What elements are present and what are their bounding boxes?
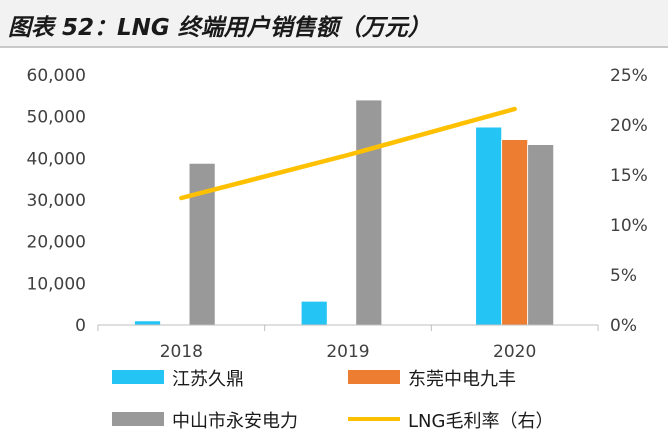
y-right-tick-label: 0% bbox=[610, 316, 637, 336]
x-tick-label: 2019 bbox=[326, 342, 369, 362]
bar-zhongshan-yongan bbox=[355, 99, 383, 326]
legend-label: 东莞中电九丰 bbox=[408, 369, 516, 390]
y-right-tick-label: 15% bbox=[610, 166, 648, 186]
legend-swatch bbox=[112, 370, 164, 384]
bar-zhongshan-yongan bbox=[527, 144, 555, 326]
y-left-tick-label: 60,000 bbox=[27, 66, 86, 86]
y-left-tick-label: 40,000 bbox=[27, 149, 86, 169]
bar-jiangsu-jiuding bbox=[475, 126, 503, 326]
bar-jiangsu-jiuding bbox=[134, 320, 161, 326]
x-tick-label: 2018 bbox=[160, 342, 203, 362]
line-lng-gross-margin bbox=[179, 106, 517, 201]
legend-swatch bbox=[112, 412, 164, 426]
legend-swatch bbox=[348, 417, 400, 421]
y-right-tick-label: 5% bbox=[610, 266, 637, 286]
bar-zhongshan-yongan bbox=[188, 162, 216, 326]
y-left-tick-label: 30,000 bbox=[27, 191, 86, 211]
y-left-tick-label: 50,000 bbox=[27, 108, 86, 128]
y-left-tick-label: 20,000 bbox=[27, 233, 86, 253]
bar-jiangsu-jiuding bbox=[300, 300, 328, 326]
legend-swatch bbox=[348, 370, 400, 384]
legend-label: LNG毛利率（右） bbox=[408, 411, 554, 432]
y-left-tick-label: 10,000 bbox=[27, 274, 86, 294]
title-bar: 图表 52：LNG 终端用户销售额（万元） bbox=[0, 0, 668, 48]
y-right-tick-label: 25% bbox=[610, 66, 648, 86]
y-left-tick-label: 0 bbox=[75, 316, 86, 336]
legend-label: 江苏久鼎 bbox=[172, 369, 244, 390]
legend-label: 中山市永安电力 bbox=[172, 411, 298, 432]
y-right-tick-label: 10% bbox=[610, 216, 648, 236]
chart-title: 图表 52：LNG 终端用户销售额（万元） bbox=[8, 15, 431, 41]
y-right-tick-label: 20% bbox=[610, 116, 648, 136]
bar-dongguan-zhongdian-jiufeng bbox=[501, 139, 529, 326]
x-tick-label: 2020 bbox=[493, 342, 536, 362]
